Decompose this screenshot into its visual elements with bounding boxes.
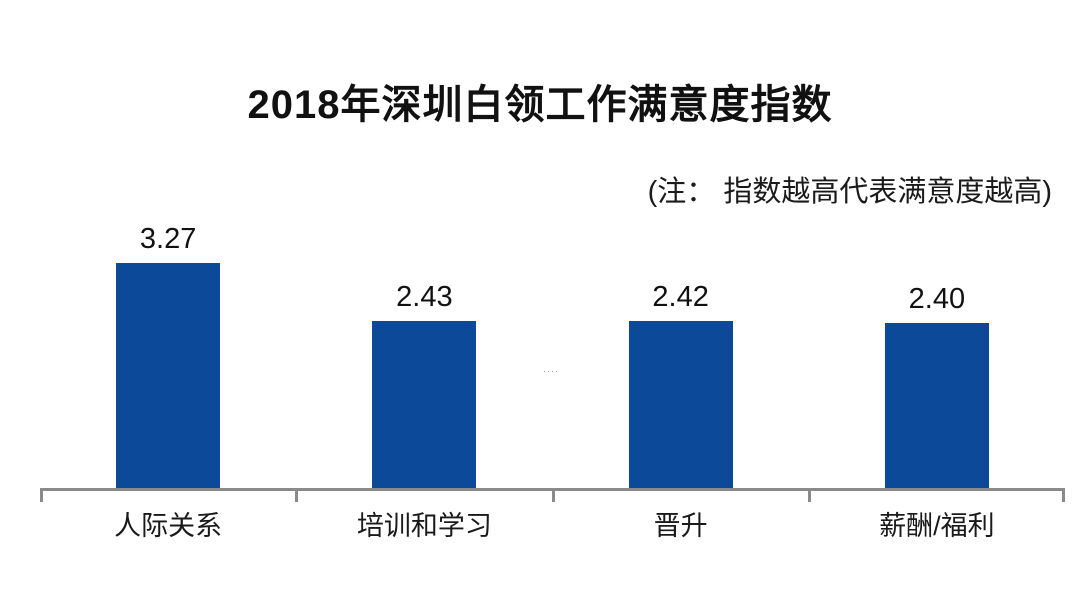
axis-tick: [551, 488, 555, 502]
bar: [884, 323, 989, 488]
bar-value-label: 2.40: [908, 283, 966, 315]
bar: [116, 263, 221, 488]
chart-note: (注： 指数越高代表满意度越高): [647, 176, 1052, 208]
axis-tick: [40, 488, 43, 502]
x-axis-category-label: 培训和学习: [356, 511, 492, 541]
bar-value-label: 2.42: [652, 281, 709, 313]
bar-cell: 2.42: [553, 195, 809, 488]
x-axis-baseline: [40, 488, 1065, 502]
axis-tick: [1062, 488, 1065, 502]
bar-cell: 2.40: [809, 195, 1065, 488]
axis-tick: [295, 488, 299, 502]
x-axis-category-label: 晋升: [653, 511, 708, 541]
bar: [372, 321, 477, 488]
bar-value-label: 3.27: [139, 223, 197, 255]
x-axis-category-label: 人际关系: [114, 511, 223, 541]
chart-title: 2018年深圳白领工作满意度指数: [247, 83, 833, 127]
bar-cell: 3.27: [40, 195, 296, 488]
bar: [628, 321, 733, 488]
watermark: ····: [543, 366, 559, 376]
axis-tick: [807, 488, 811, 502]
x-axis-labels-row: 人际关系 培训和学习 晋升 薪酬/福利: [40, 504, 1065, 543]
bar-cell: 2.43: [296, 195, 552, 488]
x-axis-category-label: 薪酬/福利: [879, 511, 995, 541]
bar-value-label: 2.43: [396, 281, 453, 313]
bars-row: 3.27 2.43 2.42 2.40: [40, 195, 1065, 488]
chart-plot-area: 3.27 2.43 2.42 2.40 人际关系 培训和学习 晋升 薪酬/福利: [40, 195, 1065, 543]
